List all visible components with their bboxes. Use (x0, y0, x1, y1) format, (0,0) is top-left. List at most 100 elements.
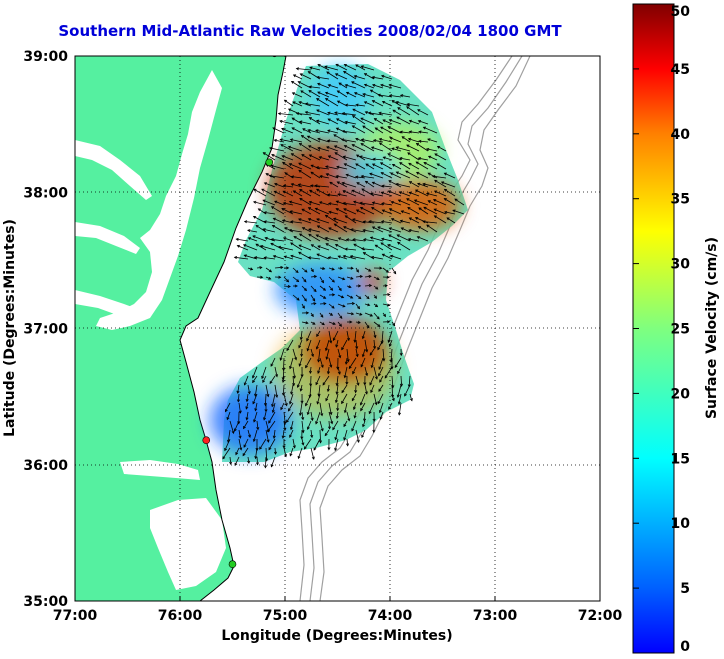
velocity-arrow (441, 181, 456, 188)
velocity-arrow-head (325, 398, 329, 402)
velocity-arrow (423, 183, 438, 188)
velocity-arrow-head (324, 65, 328, 69)
velocity-arrow (362, 420, 366, 427)
velocity-arrow-head (375, 286, 379, 290)
velocity-arrow-head (313, 289, 317, 293)
velocity-arrow (265, 429, 269, 443)
velocity-arrow-head (301, 208, 305, 212)
velocity-arrow (336, 208, 348, 215)
velocity-arrow-head (270, 206, 275, 210)
velocity-arrow-head (334, 244, 339, 247)
velocity-arrow (333, 218, 348, 224)
velocity-arrow-head (245, 417, 249, 421)
velocity-arrow (444, 198, 456, 206)
velocity-arrow-head (389, 254, 394, 258)
velocity-arrow-head (252, 235, 256, 239)
velocity-arrow-head (316, 109, 320, 113)
velocity-arrow (247, 229, 258, 233)
velocity-arrow-head (436, 163, 440, 167)
velocity-arrow-head (301, 442, 305, 446)
velocity-arrow (328, 321, 336, 325)
velocity-arrow (364, 312, 373, 317)
velocity-arrow-head (279, 138, 283, 142)
velocity-arrow (399, 157, 411, 161)
velocity-arrow (362, 125, 375, 134)
velocity-arrow-head (292, 383, 296, 387)
velocity-arrow-head (363, 101, 368, 105)
velocity-arrow-head (332, 427, 336, 431)
velocity-arrow-head (308, 228, 312, 232)
velocity-arrow-head (327, 426, 332, 430)
colorbar-tick-label: 10 (671, 516, 691, 532)
velocity-arrow (325, 393, 330, 401)
velocity-arrow (299, 233, 312, 242)
velocity-arrow-head (434, 153, 438, 157)
velocity-arrow (310, 411, 313, 421)
velocity-arrow (289, 447, 294, 456)
velocity-arrow-head (426, 224, 430, 228)
velocity-arrow (279, 120, 294, 125)
velocity-arrow-head (432, 199, 437, 202)
velocity-arrow-head (343, 437, 347, 441)
velocity-arrow-head (379, 266, 383, 270)
velocity-arrow-head (397, 401, 401, 405)
velocity-arrow-head (417, 157, 421, 161)
velocity-arrow (396, 171, 411, 179)
velocity-arrow (350, 255, 366, 260)
velocity-arrow-head (281, 161, 286, 165)
velocity-arrow (274, 266, 283, 269)
velocity-arrow-head (316, 401, 320, 405)
velocity-arrow (342, 112, 357, 116)
velocity-arrow-head (385, 269, 390, 273)
velocity-arrow-head (369, 313, 374, 317)
velocity-arrow (356, 104, 366, 107)
velocity-arrow (346, 312, 354, 315)
velocity-arrow (388, 234, 402, 242)
velocity-arrow-head (374, 402, 378, 406)
velocity-arrow (317, 91, 330, 98)
velocity-arrow (364, 384, 368, 394)
velocity-arrow-head (255, 243, 259, 247)
velocity-arrow (292, 366, 296, 379)
velocity-arrow-head (316, 333, 319, 338)
velocity-arrow-head (266, 393, 270, 398)
velocity-arrow (308, 218, 321, 224)
velocity-arrow-head (380, 237, 385, 241)
velocity-arrow (282, 366, 285, 380)
velocity-arrow (364, 411, 366, 422)
velocity-arrow-head (427, 155, 432, 159)
velocity-arrow-head (315, 234, 319, 238)
velocity-arrow-head (327, 111, 331, 115)
velocity-arrow-head (382, 156, 386, 160)
velocity-arrow (325, 243, 339, 251)
velocity-arrow-head (380, 220, 385, 224)
velocity-arrow-head (282, 190, 286, 194)
velocity-arrow-head (300, 353, 304, 358)
velocity-arrow-head (243, 425, 246, 430)
x-axis-ticks: 77:00 76:00 75:00 74:00 73:00 72:00 (53, 596, 623, 624)
velocity-arrow-head (349, 320, 353, 324)
velocity-arrow (316, 218, 330, 224)
velocity-arrow-head (383, 313, 386, 318)
velocity-arrow (364, 84, 375, 89)
velocity-arrow (400, 220, 411, 224)
velocity-arrow (387, 153, 402, 161)
velocity-arrow-head (305, 403, 308, 407)
velocity-arrow (452, 209, 465, 215)
velocity-arrow-head (290, 427, 293, 431)
velocity-arrow (418, 226, 429, 233)
velocity-arrow (417, 109, 429, 116)
velocity-arrow (305, 103, 321, 107)
velocity-arrow-head (341, 347, 345, 351)
velocity-arrow-head (388, 83, 392, 87)
velocity-arrow-head (358, 296, 362, 300)
velocity-arrow-head (303, 446, 307, 450)
velocity-arrow (406, 144, 420, 152)
velocity-arrow-head (390, 201, 394, 204)
velocity-arrow-head (290, 391, 294, 395)
velocity-arrow-head (348, 285, 352, 289)
velocity-arrow (252, 235, 267, 242)
velocity-arrow (326, 348, 330, 360)
velocity-arrow (317, 64, 330, 71)
velocity-arrow-head (318, 156, 322, 160)
